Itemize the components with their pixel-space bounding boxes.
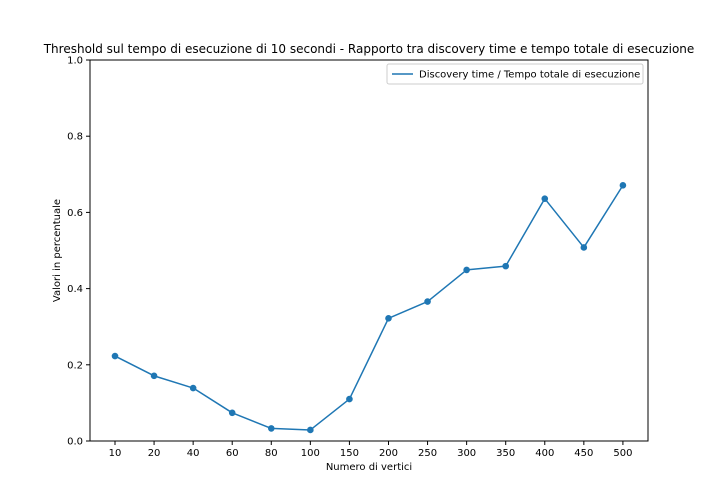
y-tick-label: 0.0 — [67, 437, 83, 448]
y-axis: 0.0 0.2 0.4 0.6 0.8 1.0 — [67, 56, 90, 448]
data-point — [346, 395, 353, 403]
data-point — [424, 298, 431, 305]
chart-title: Threshold sul tempo di esecuzione di 10 … — [43, 42, 695, 56]
series-layer — [111, 182, 627, 434]
y-tick-label: 0.8 — [67, 132, 83, 143]
x-tick-label: 250 — [418, 448, 437, 459]
x-tick-label: 100 — [301, 448, 320, 459]
y-axis-label: Valori in percentuale — [52, 199, 63, 302]
legend-box — [386, 63, 644, 85]
data-point — [150, 372, 158, 380]
x-tick-label: 450 — [574, 448, 593, 459]
x-tick-label: 80 — [265, 448, 278, 459]
series-line — [114, 184, 624, 431]
x-tick-label: 40 — [187, 448, 200, 459]
data-point — [189, 384, 197, 392]
x-tick-label: 10 — [109, 448, 122, 459]
data-point — [307, 426, 314, 434]
data-point — [228, 409, 236, 417]
data-point — [463, 266, 470, 274]
data-point — [385, 315, 392, 322]
data-point — [502, 262, 510, 270]
plot-area — [89, 59, 649, 442]
data-point — [111, 352, 119, 360]
data-point — [580, 244, 588, 251]
x-tick-label: 20 — [148, 448, 161, 459]
x-axis: 10 20 40 60 80 100 150 200 250 300 350 400 450 500 — [109, 441, 632, 459]
data-point — [267, 425, 275, 432]
x-tick-label: 400 — [535, 448, 554, 459]
x-tick-label: 350 — [496, 448, 515, 459]
y-tick-label: 0.4 — [67, 284, 83, 295]
y-tick-label: 1.0 — [67, 56, 83, 67]
legend: Discovery time / Tempo totale di esecuzi… — [386, 63, 644, 85]
x-tick-label: 150 — [340, 448, 359, 459]
x-tick-label: 60 — [226, 448, 239, 459]
y-tick-label: 0.6 — [67, 208, 83, 219]
x-axis-label: Numero di vertici — [326, 462, 412, 473]
data-point — [541, 195, 549, 202]
legend-label: Discovery time / Tempo totale di esecuzi… — [419, 70, 640, 81]
x-tick-label: 500 — [613, 448, 632, 459]
data-point — [619, 182, 627, 189]
x-tick-label: 200 — [379, 448, 398, 459]
y-tick-label: 0.2 — [67, 360, 83, 371]
x-tick-label: 300 — [457, 448, 476, 459]
